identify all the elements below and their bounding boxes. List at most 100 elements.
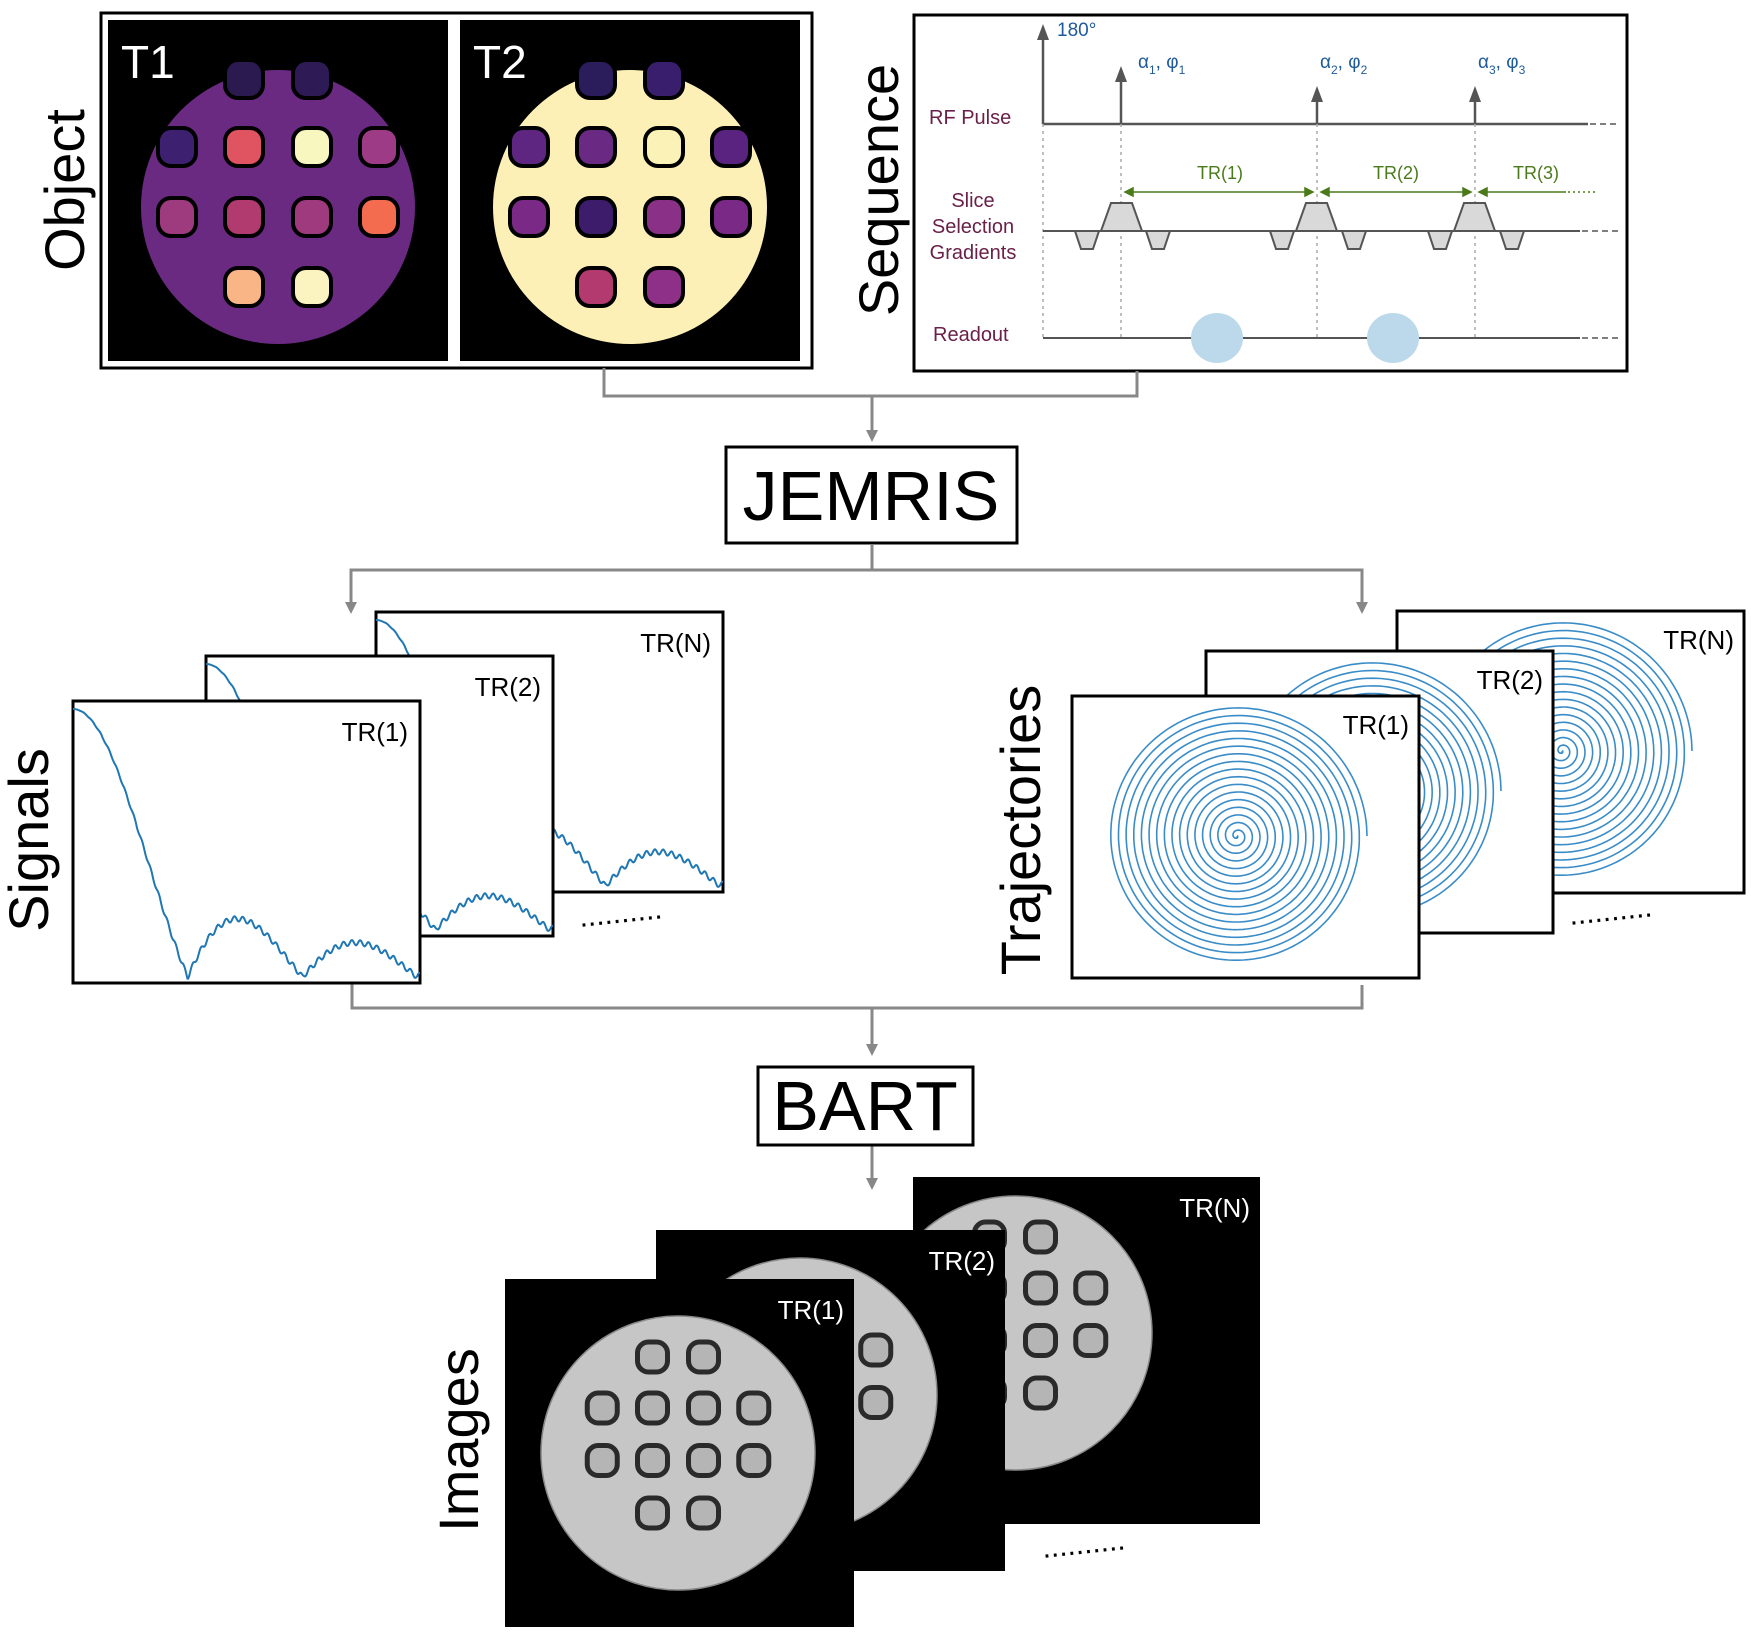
signal-stack: TR(N) TR(2) TR(1) [71, 610, 725, 985]
image-stack: TR(N) TR(2) TR(1) [505, 1177, 1260, 1627]
readout-window-1 [1191, 313, 1243, 363]
trajectory-tr-label: TR(N) [1663, 625, 1734, 655]
phantom-vial [710, 126, 752, 168]
jemris-box [724, 445, 1019, 545]
trajectory-stack: TR(N) TR(2) TR(1) [1070, 609, 1746, 980]
signals-ellipsis: .......... [577, 892, 663, 934]
image-vial [686, 1339, 721, 1375]
tr-arrows [1123, 186, 1598, 198]
phantom-vial [291, 58, 333, 100]
phantom-vial [291, 126, 333, 168]
image-tr-label: TR(2) [929, 1246, 995, 1276]
phantom-vial [643, 196, 685, 238]
trajectory-tr-label: TR(1) [1343, 710, 1409, 740]
image-vial [858, 1332, 894, 1368]
image-vial [1073, 1270, 1109, 1306]
phantom-vial [291, 266, 333, 308]
phantom-vial [643, 266, 685, 308]
image-tr-label: TR(N) [1179, 1193, 1250, 1223]
phantom-vial [291, 196, 333, 238]
phantom-vial [223, 58, 265, 100]
image-vial [1023, 1375, 1058, 1411]
image-vial [736, 1390, 772, 1426]
trajectory-plot-3: TR(1) [1070, 694, 1421, 980]
phantom-vial [358, 126, 400, 168]
image-vial [686, 1443, 721, 1478]
image-vial [635, 1495, 670, 1531]
trajectories-ellipsis: .......... [1567, 890, 1653, 932]
phantom-vial [156, 196, 198, 238]
phantom-vial [156, 126, 198, 168]
object-title: Object [33, 109, 96, 271]
phantom-vial [643, 126, 685, 168]
image-vial [1023, 1270, 1058, 1306]
phantom-vial [223, 196, 265, 238]
phantom-vial [575, 58, 617, 100]
images-ellipsis: .......... [1040, 1523, 1126, 1565]
image-vial [635, 1443, 670, 1478]
signals-title: Signals [0, 748, 60, 932]
phantom-vial [358, 196, 400, 238]
image-vial [1023, 1323, 1058, 1358]
readout-track [1043, 313, 1618, 363]
phantom-vial [575, 266, 617, 308]
recon-image-3: TR(1) [505, 1279, 854, 1627]
phantom-vial [223, 266, 265, 308]
readout-window-2 [1367, 313, 1419, 363]
image-vial [736, 1443, 772, 1478]
t1-label: T1 [121, 36, 175, 88]
rf-angle-label: 180° [1057, 20, 1096, 41]
image-vial [858, 1385, 894, 1420]
t1-phantom [141, 58, 415, 344]
connectors [345, 368, 1368, 1190]
phantom-vial [508, 126, 550, 168]
rf-pulse-label: RF Pulse [929, 107, 1011, 129]
image-vial [1073, 1323, 1109, 1358]
image-vial [686, 1495, 721, 1531]
signal-tr-label: TR(1) [342, 717, 408, 747]
tr3-label: TR(3) [1513, 163, 1559, 183]
sequence-frame [912, 13, 1629, 373]
slice-label-line1: Slice [951, 190, 994, 212]
signal-plot-3: TR(1) [71, 699, 422, 985]
image-phantom-disc [540, 1315, 816, 1591]
image-vial [1023, 1219, 1058, 1255]
t2-phantom [493, 58, 767, 344]
image-tr-label: TR(1) [778, 1295, 844, 1325]
signal-tr-label: TR(N) [640, 628, 711, 658]
slice-label-line3: Gradients [930, 242, 1017, 264]
tr1-label: TR(1) [1197, 163, 1243, 183]
jemris-label: JEMRIS [743, 457, 1000, 535]
signal-frame [71, 699, 422, 985]
phantom-vial [575, 196, 617, 238]
alpha-phi-3: α3, φ3 [1478, 52, 1526, 77]
image-vial [635, 1390, 670, 1426]
trajectories-title: Trajectories [989, 685, 1052, 975]
signal-tr-label: TR(2) [475, 672, 541, 702]
tr2-label: TR(2) [1373, 163, 1419, 183]
spiral-trajectory [1109, 707, 1368, 961]
phantom-vial [710, 196, 752, 238]
bart-label: BART [772, 1067, 957, 1145]
alpha-phi-1: α1, φ1 [1138, 52, 1186, 77]
phantom-disc [141, 70, 415, 344]
phantom-vial [508, 196, 550, 238]
phantom-vial [575, 126, 617, 168]
image-vial [686, 1390, 721, 1426]
sequence-title: Sequence [847, 64, 910, 316]
alpha-phi-2: α2, φ2 [1320, 52, 1368, 77]
phantom-vial [223, 126, 265, 168]
t2-label: T2 [473, 36, 527, 88]
images-title: Images [427, 1348, 490, 1532]
trajectory-tr-label: TR(2) [1477, 665, 1543, 695]
image-vial [635, 1339, 670, 1375]
signal-curve [73, 708, 420, 980]
slice-label-line2: Selection [932, 216, 1014, 238]
phantom-vial [643, 58, 685, 100]
gradient-track [1043, 202, 1618, 250]
phantom-disc [493, 70, 767, 344]
image-vial [584, 1390, 620, 1426]
rf-pulse-track [1037, 24, 1618, 126]
